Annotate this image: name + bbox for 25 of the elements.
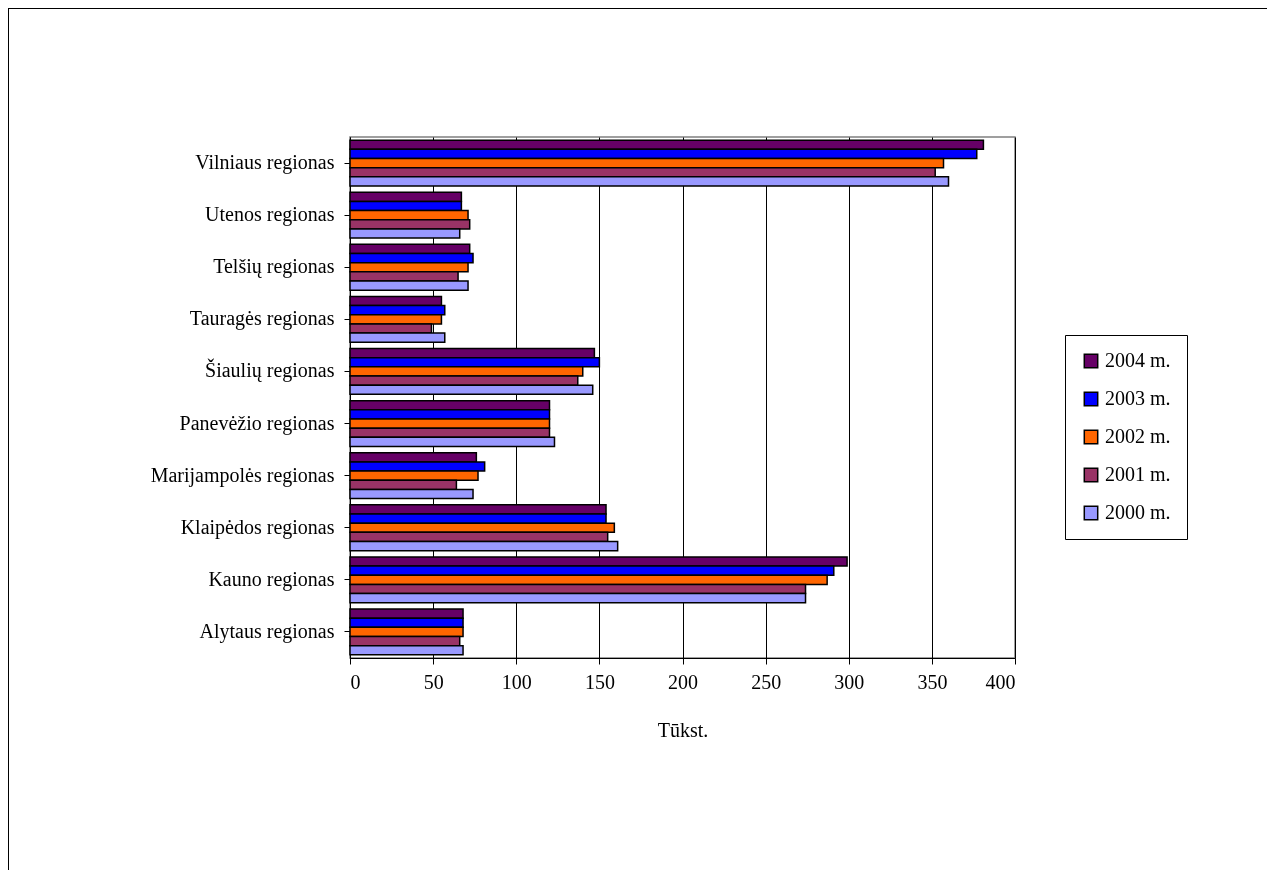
x-tick-label: 150 [584, 670, 615, 693]
y-tick-label: Tauragės regionas [189, 307, 335, 331]
x-tick-label: 0 [350, 670, 361, 693]
y-tick-label: Šiaulių regionas [205, 358, 335, 383]
y-tick-label: Kauno regionas [208, 567, 335, 591]
y-tick-label: Klaipėdos regionas [180, 515, 335, 539]
x-tick-label: 100 [501, 670, 532, 693]
y-tick-label: Utenos regionas [205, 203, 335, 227]
x-tick-label: 250 [751, 670, 782, 693]
x-tick-label: 200 [668, 670, 698, 693]
y-tick-label: Alytaus regionas [199, 619, 335, 643]
x-tick-label: 50 [423, 670, 444, 693]
y-tick-label: Marijampolės regionas [150, 463, 335, 487]
legend-label: 2000 m. [1105, 501, 1171, 523]
y-tick-label: Telšių regionas [213, 255, 335, 279]
legend-label: 2001 m. [1105, 463, 1171, 485]
x-tick-label: 400 [985, 670, 1016, 693]
x-tick-label: 350 [917, 670, 948, 693]
legend-label: 2003 m. [1105, 387, 1171, 409]
x-axis-title: Tūkst. [657, 718, 709, 741]
y-tick-label: Panevėžio regionas [179, 411, 335, 435]
legend-label: 2002 m. [1105, 425, 1171, 447]
legend-label: 2004 m. [1105, 349, 1171, 371]
x-tick-label: 300 [834, 670, 865, 693]
y-tick-label: Vilniaus regionas [195, 151, 335, 175]
